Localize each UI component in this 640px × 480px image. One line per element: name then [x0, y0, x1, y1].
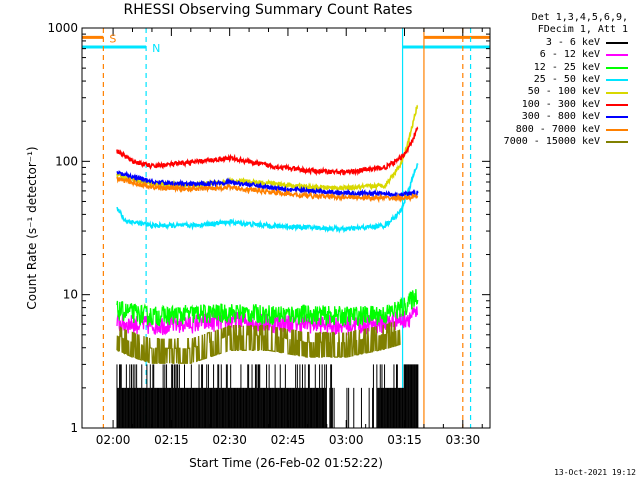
legend-swatch: [606, 104, 628, 107]
legend-item: 25 - 50 keV: [468, 74, 628, 86]
legend-swatch: [606, 91, 628, 94]
legend-label: 3 - 6 keV: [545, 36, 600, 48]
legend-header-settings: FDecim 1, Att 1: [537, 24, 628, 36]
series-line-4: [116, 104, 419, 193]
legend-label: 12 - 25 keV: [533, 61, 600, 73]
y-tick-label: 10: [63, 288, 78, 302]
legend-item: 6 - 12 keV: [468, 49, 628, 61]
series-line-1: [116, 306, 419, 336]
legend-label: 800 - 7000 keV: [515, 123, 600, 135]
legend-item: 100 - 300 keV: [468, 99, 628, 111]
legend-label: 7000 - 15000 keV: [503, 136, 600, 148]
y-tick-label: 1: [70, 421, 78, 435]
x-tick-label: 02:30: [212, 433, 247, 447]
legend-item: 7000 - 15000 keV: [468, 136, 628, 148]
legend-item: 800 - 7000 keV: [468, 124, 628, 136]
legend-swatch: [606, 54, 628, 57]
legend-label: 6 - 12 keV: [539, 49, 600, 61]
series-2: [116, 289, 419, 327]
x-tick-label: 02:45: [271, 433, 306, 447]
series-5: [116, 126, 419, 177]
series-8: [116, 321, 401, 364]
series-line-3: [116, 163, 419, 234]
timestamp: 13-Oct-2021 19:12: [554, 468, 636, 477]
x-axis-label: Start Time (26-Feb-02 01:52:22): [189, 456, 383, 470]
legend-item: 3 - 6 keV: [468, 37, 628, 49]
series-line-8: [116, 321, 401, 364]
marker-label-n: N: [152, 42, 160, 55]
x-tick-label: 02:00: [96, 433, 131, 447]
x-tick-label: 03:30: [446, 433, 481, 447]
legend-swatch: [606, 116, 628, 119]
legend-item: 50 - 100 keV: [468, 86, 628, 98]
legend-label: 100 - 300 keV: [521, 98, 600, 110]
series-3: [116, 163, 419, 234]
x-tick-label: 02:15: [154, 433, 189, 447]
series-line-7: [116, 176, 419, 204]
series-6: [116, 170, 419, 201]
series-line-2: [116, 289, 419, 327]
legend-label: 25 - 50 keV: [533, 74, 600, 86]
x-tick-label: 03:00: [329, 433, 364, 447]
series-7: [116, 176, 419, 204]
series-line-6: [116, 170, 419, 201]
legend-swatch: [606, 141, 628, 144]
series-1: [116, 306, 419, 336]
series-4: [116, 104, 419, 193]
legend-swatch: [606, 42, 628, 45]
legend-label: 50 - 100 keV: [527, 86, 600, 98]
y-tick-label: 100: [55, 154, 78, 168]
marker-label-s: S: [109, 32, 116, 45]
legend-label: 300 - 800 keV: [521, 111, 600, 123]
x-tick-label: 03:15: [387, 433, 422, 447]
legend-swatch: [606, 128, 628, 131]
plot-frame: [81, 27, 491, 429]
legend-item: 12 - 25 keV: [468, 62, 628, 74]
legend-swatch: [606, 79, 628, 82]
series-0: [116, 364, 419, 428]
chart-title: RHESSI Observing Summary Count Rates: [123, 2, 413, 18]
series-line-5: [116, 126, 419, 177]
y-axis-label: Count Rate (s⁻¹ detector⁻¹): [25, 146, 39, 309]
y-tick-label: 1000: [47, 21, 78, 35]
legend-header-detectors: Det 1,3,4,5,6,9,: [531, 12, 628, 23]
legend: Det 1,3,4,5,6,9, FDecim 1, Att 1 3 - 6 k…: [468, 12, 628, 148]
legend-item: 300 - 800 keV: [468, 111, 628, 123]
legend-swatch: [606, 66, 628, 69]
